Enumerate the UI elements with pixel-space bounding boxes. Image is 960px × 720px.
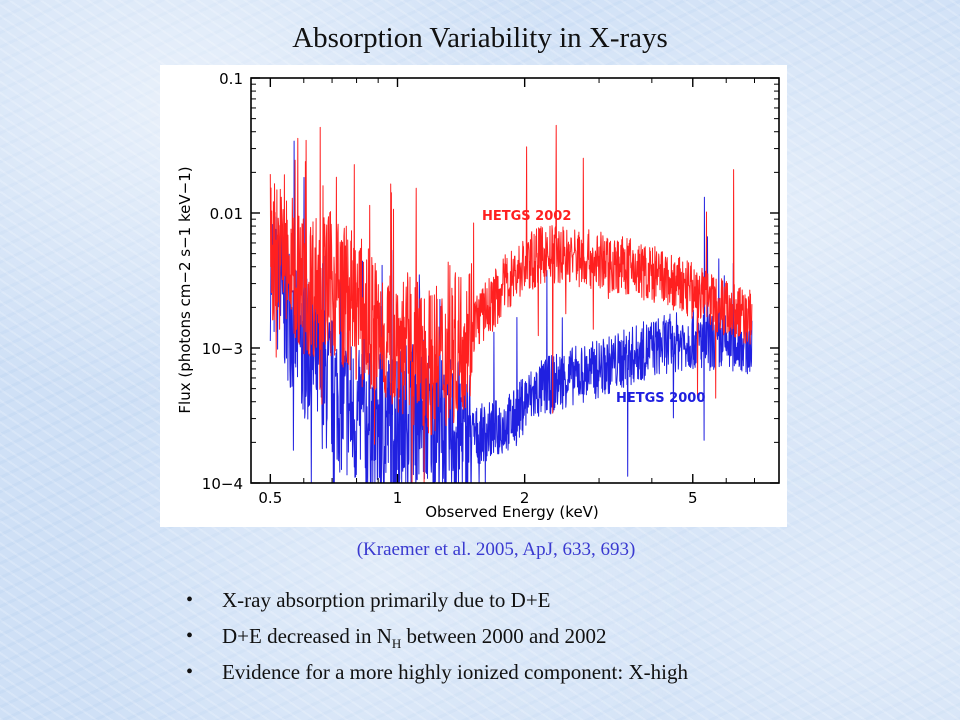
bullet-item: • X-ray absorption primarily due to D+E <box>186 585 688 621</box>
bullet-text-sub: H <box>391 636 402 652</box>
bullet-list: • X-ray absorption primarily due to D+E … <box>186 585 688 693</box>
x-tick-label: 5 <box>688 489 698 507</box>
bullet-text-post: between 2000 and 2002 <box>401 624 607 648</box>
bullet-icon: • <box>186 661 194 683</box>
bullet-text: X-ray absorption primarily due to D+E <box>222 588 551 612</box>
x-tick-label: 2 <box>520 489 530 507</box>
spectrum-figure: 0.5 1 2 5 0.1 0.01 10−3 10−4 HETGS 2002 HETGS 2… <box>160 65 787 527</box>
y-tick-label: 10−4 <box>202 475 243 493</box>
x-axis-label: Observed Energy (keV) <box>425 503 599 521</box>
ticks-layer: 0.5 1 2 5 0.1 0.01 10−3 10−4 <box>202 70 780 507</box>
y-tick-label: 0.1 <box>219 70 243 88</box>
annotation-hetgs-2000: HETGS 2000 <box>616 391 705 406</box>
bullet-icon: • <box>186 625 194 647</box>
series-line <box>269 140 753 484</box>
y-axis-label: Flux (photons cm−2 s−1 keV−1) <box>176 166 194 413</box>
series-line <box>269 124 753 484</box>
x-tick-label: 0.5 <box>258 489 282 507</box>
bullet-icon: • <box>186 589 194 611</box>
annotation-hetgs-2002: HETGS 2002 <box>482 209 571 224</box>
spectrum-chart: 0.5 1 2 5 0.1 0.01 10−3 10−4 HETGS 2002 HETGS 2… <box>176 70 780 521</box>
x-tick-label: 1 <box>393 489 403 507</box>
y-tick-label: 0.01 <box>210 205 243 223</box>
bullet-item: • D+E decreased in NH between 2000 and 2… <box>186 621 688 657</box>
citation-caption: (Kraemer et al. 2005, ApJ, 633, 693) <box>356 539 636 560</box>
bullet-text-pre: D+E decreased in N <box>222 624 392 648</box>
bullet-item: • Evidence for a more highly ionized com… <box>186 657 688 693</box>
plot-frame <box>250 77 780 484</box>
y-tick-label: 10−3 <box>202 340 243 358</box>
bullet-text: Evidence for a more highly ionized compo… <box>222 660 688 684</box>
series-layer <box>269 124 753 484</box>
slide-title: Absorption Variability in X-rays <box>292 22 668 54</box>
